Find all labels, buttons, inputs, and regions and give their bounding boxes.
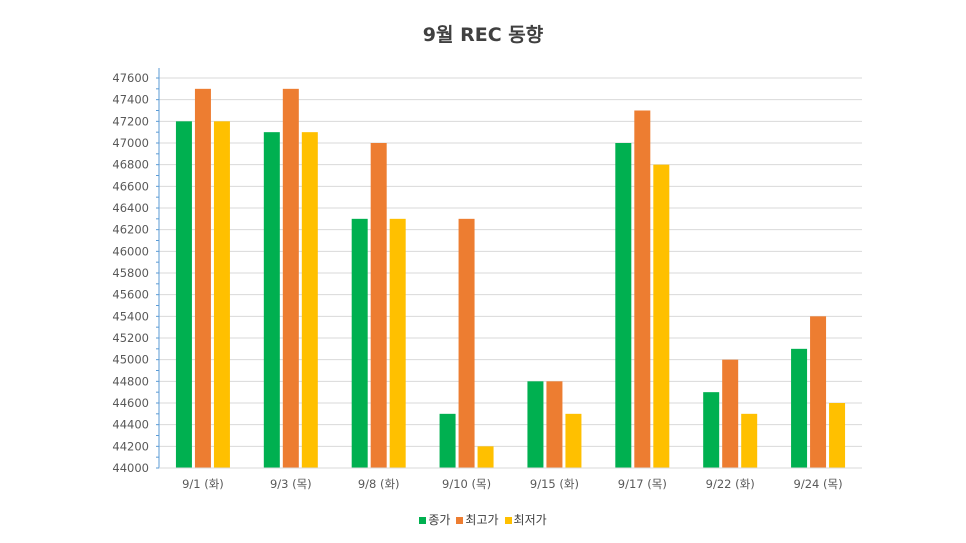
bars: [175, 88, 846, 468]
bar-종가-9/17 (목): [615, 143, 632, 468]
y-tick-label: 44400: [112, 418, 149, 432]
bar-종가-9/15 (화): [527, 381, 544, 468]
y-tick-label: 47000: [112, 136, 149, 150]
bar-최저가-9/8 (화): [389, 218, 406, 468]
bar-최저가-9/1 (화): [213, 121, 230, 468]
y-tick-label: 44600: [112, 396, 149, 410]
legend-item: 최고가: [456, 511, 499, 528]
y-tick-label: 45400: [112, 309, 149, 323]
y-tick-label: 46600: [112, 179, 149, 193]
bar-최고가-9/3 (목): [282, 88, 299, 468]
bar-최저가-9/17 (목): [653, 164, 670, 468]
x-tick-label: 9/10 (목): [442, 477, 491, 491]
bar-최고가-9/22 (화): [722, 359, 739, 468]
bar-최저가-9/22 (화): [741, 413, 758, 468]
legend-swatch: [456, 517, 464, 524]
x-tick-label: 9/15 (화): [530, 477, 579, 491]
x-tick-label: 9/1 (화): [182, 477, 224, 491]
legend-item: 종가: [419, 511, 450, 528]
legend-swatch: [419, 517, 427, 524]
y-tick-label: 47600: [112, 71, 149, 85]
x-tick-labels: 9/1 (화) 9/3 (목) 9/8 (화) 9/10 (목) 9/15 (화) 9/1…: [182, 477, 843, 491]
legend-item: 최저가: [504, 511, 547, 528]
x-tick-label: 9/3 (목): [270, 477, 312, 491]
chart-legend: 종가 최고가 최저가: [0, 511, 966, 528]
bar-종가-9/3 (목): [263, 132, 280, 468]
x-tick-label: 9/22 (화): [706, 477, 755, 491]
bar-최고가-9/17 (목): [634, 110, 651, 468]
y-tick-label: 47200: [112, 114, 149, 128]
y-tick-label: 46800: [112, 158, 149, 172]
y-tick-labels: 44000 44200 44400 44600 44800 45000 45200 45400…: [112, 71, 149, 475]
bar-종가-9/1 (화): [175, 121, 192, 468]
bar-최고가-9/24 (목): [810, 316, 827, 468]
y-tick-label: 47400: [112, 93, 149, 107]
chart-title: 9월 REC 동향: [422, 24, 544, 46]
legend-label: 최고가: [465, 513, 499, 527]
y-tick-label: 45800: [112, 266, 149, 280]
legend-label: 최저가: [513, 513, 547, 527]
y-tick-label: 44000: [112, 461, 149, 475]
bar-최고가-9/10 (목): [458, 218, 475, 468]
bar-종가-9/10 (목): [439, 413, 456, 468]
x-tick-label: 9/17 (목): [618, 477, 667, 491]
y-tick-label: 44800: [112, 374, 149, 388]
y-tick-label: 45600: [112, 288, 149, 302]
y-tick-label: 45000: [112, 353, 149, 367]
bar-종가-9/8 (화): [351, 218, 368, 468]
x-tick-label: 9/8 (화): [358, 477, 400, 491]
legend-swatch: [504, 517, 512, 524]
y-tick-label: 44200: [112, 439, 149, 453]
bar-최고가-9/1 (화): [194, 88, 211, 468]
x-tick-label: 9/24 (목): [794, 477, 843, 491]
bar-종가-9/24 (목): [791, 348, 808, 468]
bar-최저가-9/15 (화): [565, 413, 582, 468]
y-tick-label: 46200: [112, 223, 149, 237]
y-tick-label: 46400: [112, 201, 149, 215]
bar-최저가-9/24 (목): [829, 403, 846, 468]
bar-최고가-9/15 (화): [546, 381, 563, 468]
bar-최저가-9/3 (목): [301, 132, 318, 468]
bar-최저가-9/10 (목): [477, 446, 494, 468]
axes: [156, 68, 862, 469]
y-tick-label: 46000: [112, 244, 149, 258]
bar-종가-9/22 (화): [703, 392, 720, 468]
bar-최고가-9/8 (화): [370, 143, 387, 468]
y-tick-label: 45200: [112, 331, 149, 345]
legend-label: 종가: [428, 513, 451, 527]
